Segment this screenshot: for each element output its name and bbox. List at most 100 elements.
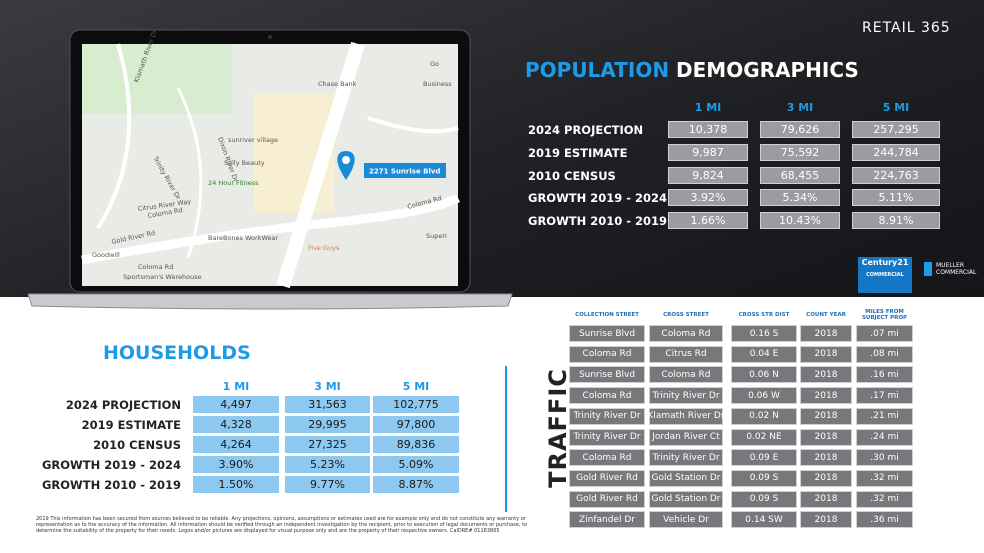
map-label: 24 Hour Fitness [208,179,259,187]
traffic-cell: Klamath River Dr [647,407,725,425]
logo-sub: COMMERCIAL [866,272,904,278]
traffic-cell: Trinity River Dr [649,449,723,467]
traffic-cell: Coloma Rd [649,325,723,342]
traffic-cell: Gold Station Dr [649,469,723,487]
traffic-cell: 2018 [800,449,852,467]
column-header: CROSS STREET [663,312,709,318]
traffic-cell: .30 mi [856,449,913,467]
traffic-cell: Gold River Rd [569,469,645,487]
traffic-cell: 0.02 N [731,407,797,425]
title-accent: POPULATION [525,58,670,82]
map-label: Superi [426,232,447,240]
pin-label-box [364,163,446,178]
traffic-cell: .08 mi [856,345,913,363]
traffic-cell: Sunrise Blvd [569,325,645,342]
traffic-cell: Coloma Rd [649,366,723,384]
mueller-logo: MUELLER COMMERCIAL [924,262,984,276]
map-label: Sally Beauty [224,159,265,167]
column-header: 1 MI [694,100,722,114]
row-label: 2019 ESTIMATE [528,145,628,160]
traffic-cell: .16 mi [856,366,913,384]
value-cell: 5.09% [373,456,459,473]
row-label: GROWTH 2010 - 2019 [41,477,181,492]
traffic-cell: 0.04 E [731,345,797,363]
value-cell: 75,592 [760,143,840,161]
century21-logo: Century21 COMMERCIAL [858,257,912,293]
title-rest: DEMOGRAPHICS [676,58,859,82]
traffic-cell: 0.14 SW [731,511,797,529]
value-cell: 31,563 [285,396,370,413]
row-label: 2024 PROJECTION [528,123,644,137]
map-road [276,41,365,289]
traffic-cell: .24 mi [856,428,913,446]
value-cell: 29,995 [285,416,370,433]
row-label: GROWTH 2019 - 2024 [41,457,181,472]
map-label: Sportsman's Warehouse [123,273,202,281]
row-label: 2024 PROJECTION [65,397,181,412]
traffic-cell: 2018 [800,469,852,487]
traffic-cell: 0.09 S [731,469,797,487]
traffic-cell: 2018 [800,407,852,425]
traffic-cell: 0.06 N [731,366,797,384]
map-label: Goodwill [92,251,120,259]
map: 2271 Sunrise Blvd Klamath River DrChase … [81,28,461,289]
disclaimer: 2019 This information has been secured f… [36,516,528,534]
map-road [96,43,132,230]
row-label: 2010 CENSUS [93,437,181,452]
traffic-cell: Citrus Rd [649,345,723,363]
column-header: 5 MI [402,379,430,393]
value-cell: 8.87% [373,476,459,493]
traffic-cell: 2018 [800,387,852,405]
traffic-cell: Zinfandel Dr [569,511,645,529]
traffic-cell: .36 mi [856,511,913,529]
logo-text: Century21 [861,258,909,267]
value-cell: 27,325 [285,436,370,453]
camera [268,35,272,39]
value-cell: 3.92% [668,189,748,207]
map-label: BareBones WorkWear [208,234,278,242]
map-pin-dot [342,156,350,164]
map-road [176,87,203,259]
traffic-cell: 0.09 S [731,490,797,508]
value-cell: 257,295 [852,121,940,138]
value-cell: 97,800 [373,416,459,433]
households-title: HOUSEHOLDS [103,342,251,364]
column-header: COLLECTION STREET [575,312,639,318]
traffic-cell: Sunrise Blvd [569,366,645,384]
value-cell: 5.23% [285,456,370,473]
value-cell: 10,378 [668,121,748,138]
value-cell: 102,775 [373,396,459,413]
laptop-base [28,293,513,310]
map-label: Coloma Rd [138,263,173,271]
value-cell: 4,264 [193,436,279,453]
value-cell: 3.90% [193,456,279,473]
value-cell: 8.91% [852,212,940,230]
traffic-cell: .07 mi [856,325,913,342]
value-cell: 224,763 [852,166,940,184]
traffic-cell: Gold Station Dr [649,490,723,508]
column-header: CROSS STR DIST [738,312,790,318]
traffic-cell: Trinity River Dr [649,387,723,405]
pin-label: 2271 Sunrise Blvd [369,168,440,176]
column-header: 1 MI [222,379,250,393]
traffic-cell: .17 mi [856,387,913,405]
traffic-cell: 2018 [800,490,852,508]
value-cell: 89,836 [373,436,459,453]
value-cell: 5.34% [760,189,840,207]
traffic-cell: Gold River Rd [569,490,645,508]
map-label: Chase Bank [318,80,357,88]
traffic-title: TRAFFIC [543,368,572,488]
map-label: Go [430,60,439,68]
traffic-cell: .21 mi [856,407,913,425]
traffic-cell: Jordan River Ct [649,428,723,446]
column-header: COUNT YEAR [806,312,846,318]
column-header: MILES FROM SUBJECT PROP [861,309,908,321]
value-cell: 9,987 [668,143,748,161]
traffic-cell: Trinity River Dr [569,428,645,446]
traffic-cell: 0.06 W [731,387,797,405]
value-cell: 10.43% [760,212,840,230]
value-cell: 9,824 [668,166,748,184]
traffic-cell: 2018 [800,325,852,342]
brand: RETAIL 365 [862,20,951,36]
